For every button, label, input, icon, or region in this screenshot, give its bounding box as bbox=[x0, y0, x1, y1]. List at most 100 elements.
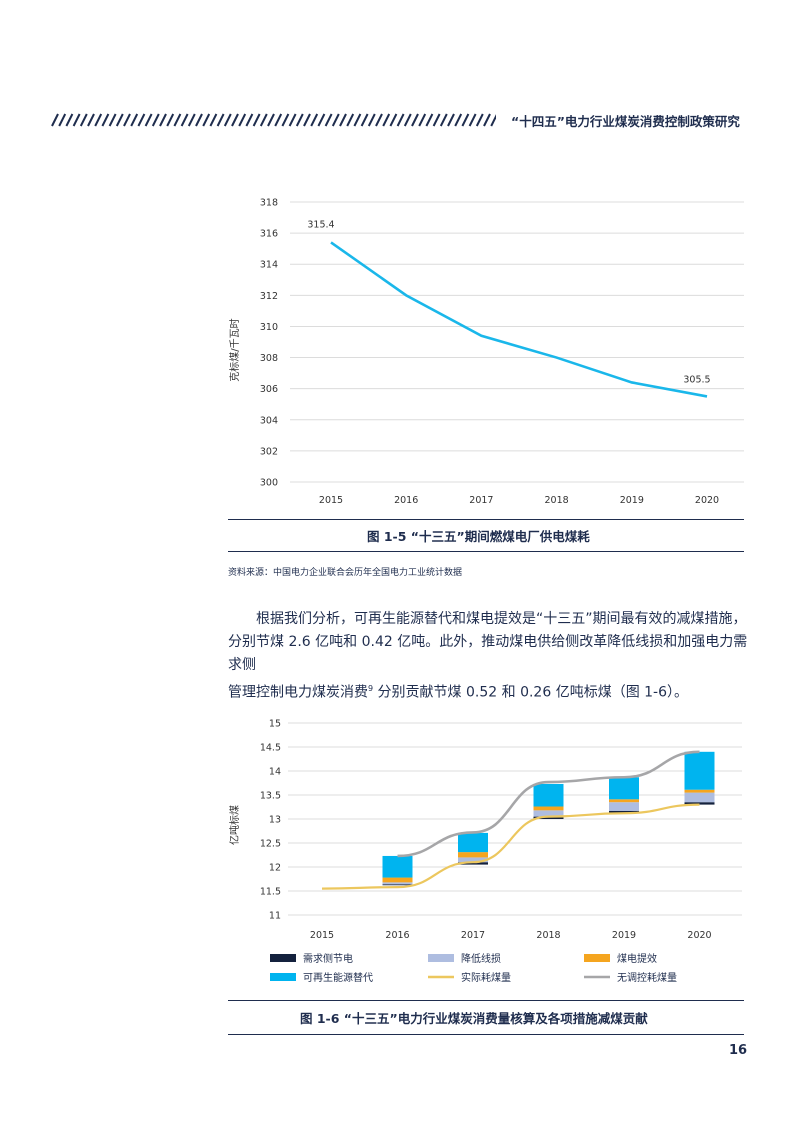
x-tick-label: 2018 bbox=[545, 495, 569, 506]
y-tick-label: 13.5 bbox=[260, 791, 281, 802]
y-tick-label: 318 bbox=[260, 198, 278, 209]
hatch-stroke bbox=[324, 113, 333, 127]
page-number: 16 bbox=[729, 1043, 748, 1058]
hatch-stroke bbox=[202, 113, 211, 127]
hatch-stroke bbox=[331, 113, 340, 127]
legend-swatch bbox=[428, 954, 454, 962]
hatch-stroke bbox=[173, 113, 182, 127]
line-chart-coal-consumption: 300 302 304 306 308 310 312 314 316 318 2015 2016 2… bbox=[228, 198, 744, 506]
hatch-stroke bbox=[123, 113, 131, 127]
legend-swatch bbox=[270, 954, 296, 962]
hatch-stroke bbox=[468, 113, 477, 127]
hatch-stroke bbox=[79, 113, 88, 127]
y-tick-label: 11 bbox=[269, 911, 281, 922]
hatch-stroke bbox=[317, 113, 326, 127]
y-axis-label: 克标煤/千瓦时 bbox=[228, 318, 241, 381]
legend-label: 降低线损 bbox=[461, 952, 501, 965]
series-line-actual-coal bbox=[321, 803, 700, 890]
hatch-stroke bbox=[346, 113, 355, 127]
hatch-stroke bbox=[58, 113, 67, 127]
hatch-stroke bbox=[389, 113, 398, 127]
bar-segment bbox=[609, 777, 639, 800]
legend-label: 可再生能源替代 bbox=[303, 971, 373, 984]
hatch-stroke bbox=[267, 113, 275, 127]
figure-caption-1-6: 图 1-6 “十三五”电力行业煤炭消费量核算及各项措施减煤贡献 bbox=[300, 1011, 648, 1026]
hatch-stroke bbox=[425, 113, 434, 127]
legend-label: 无调控耗煤量 bbox=[617, 971, 677, 984]
bar-segment bbox=[609, 799, 639, 803]
y-tick-label: 14 bbox=[269, 767, 281, 778]
hatch-stroke bbox=[195, 113, 203, 127]
hatch-stroke bbox=[274, 113, 283, 127]
y-tick-label: 314 bbox=[260, 260, 278, 271]
header-title: “十四五”电力行业煤炭消费控制政策研究 bbox=[511, 114, 740, 129]
x-tick-label: 2015 bbox=[319, 495, 343, 506]
bar-segment bbox=[533, 810, 564, 817]
hatch-stroke bbox=[87, 113, 95, 127]
legend-label: 煤电提效 bbox=[617, 952, 657, 965]
data-label-2015: 315.4 bbox=[307, 219, 334, 230]
y-tick-label: 12.5 bbox=[260, 839, 281, 850]
hatch-stroke bbox=[51, 113, 59, 127]
bar-segment bbox=[684, 789, 715, 793]
header-hatch-decoration bbox=[51, 113, 496, 127]
hatch-stroke bbox=[360, 113, 369, 127]
legend-swatch bbox=[584, 954, 610, 962]
data-label-2020: 305.5 bbox=[683, 374, 710, 385]
y-tick-label: 11.5 bbox=[260, 887, 281, 898]
bar-segment bbox=[533, 806, 564, 811]
y-tick-label: 312 bbox=[260, 291, 278, 302]
hatch-stroke bbox=[101, 113, 110, 127]
hatch-stroke bbox=[223, 113, 232, 127]
bar-segment bbox=[684, 802, 715, 805]
y-axis-label: 亿吨标煤 bbox=[228, 805, 241, 845]
x-tick-label: 2016 bbox=[385, 930, 409, 941]
hatch-stroke bbox=[439, 113, 448, 127]
y-tick-label: 310 bbox=[260, 322, 278, 333]
x-tick-label: 2016 bbox=[394, 495, 418, 506]
bar-segment bbox=[382, 877, 413, 883]
hatch-stroke bbox=[418, 113, 427, 127]
bar-segment bbox=[382, 855, 413, 878]
legend-label: 实际耗煤量 bbox=[461, 971, 511, 984]
caption-rule-bottom bbox=[228, 551, 744, 552]
y-tick-label: 302 bbox=[260, 446, 278, 457]
hatch-stroke bbox=[281, 113, 290, 127]
bar-segment bbox=[684, 792, 715, 803]
hatch-stroke bbox=[375, 113, 383, 127]
hatch-stroke bbox=[151, 113, 160, 127]
y-tick-label: 13 bbox=[269, 815, 281, 826]
hatch-stroke bbox=[65, 113, 74, 127]
hatch-stroke bbox=[475, 113, 484, 127]
hatch-stroke bbox=[180, 113, 189, 127]
caption-rule-top-2 bbox=[228, 1000, 744, 1001]
hatch-stroke bbox=[245, 113, 254, 127]
y-tick-label: 14.5 bbox=[260, 743, 281, 754]
y-tick-label: 12 bbox=[269, 863, 281, 874]
hatch-stroke bbox=[115, 113, 124, 127]
hatch-stroke bbox=[137, 113, 146, 127]
footnote-ref[interactable]: 9 bbox=[368, 684, 374, 693]
x-tick-label: 2015 bbox=[310, 930, 334, 941]
hatch-stroke bbox=[382, 113, 391, 127]
hatch-stroke bbox=[238, 113, 247, 127]
hatch-stroke bbox=[216, 113, 225, 127]
x-tick-label: 2017 bbox=[461, 930, 485, 941]
para-line-3: 管理控制电力煤炭消费9 分别贡献节煤 0.52 和 0.26 亿吨标煤（图 1-… bbox=[228, 684, 689, 701]
x-tick-label: 2020 bbox=[695, 495, 719, 506]
hatch-stroke bbox=[461, 113, 470, 127]
bar-segment bbox=[684, 751, 715, 790]
x-tick-label: 2019 bbox=[620, 495, 644, 506]
y-tick-label: 15 bbox=[269, 719, 281, 730]
bar-segment bbox=[533, 783, 564, 807]
hatch-stroke bbox=[209, 113, 218, 127]
hatch-stroke bbox=[353, 113, 362, 127]
hatch-stroke bbox=[252, 113, 261, 127]
hatch-stroke bbox=[310, 113, 319, 127]
hatch-stroke bbox=[411, 113, 419, 127]
hatch-stroke bbox=[288, 113, 297, 127]
hatch-stroke bbox=[231, 113, 239, 127]
bar-segment bbox=[609, 810, 639, 814]
legend-label: 需求侧节电 bbox=[303, 952, 353, 965]
